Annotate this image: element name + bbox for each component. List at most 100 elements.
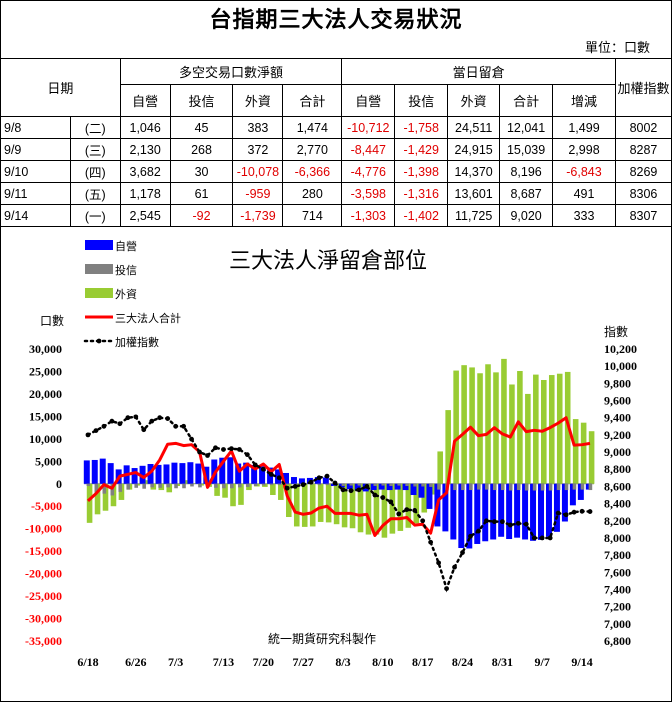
bar-dealer [402,483,409,491]
bar-trust [485,483,489,490]
table-cell: 383 [232,116,284,139]
bar-dealer [235,463,242,484]
bar-trust [532,483,537,491]
y2-tick-label: 6,800 [604,634,631,648]
x-tick-label: 8/31 [492,655,513,669]
index-point [372,492,378,498]
bar-dealer [187,462,194,484]
y2-tick-label: 8,000 [604,531,631,545]
bar-trust [508,483,513,491]
index-point [420,518,426,524]
bar-trust [198,483,202,488]
bar-trust [413,483,417,487]
bar-dealer [290,477,297,484]
index-point [484,518,489,524]
bar-trust [317,483,322,486]
bar-foreign [214,483,220,496]
index-point [284,485,290,491]
index-point [276,475,282,481]
y2-tick-label: 8,600 [604,479,631,493]
bar-trust [461,483,465,491]
bar-dealer [322,477,329,484]
index-point [213,445,218,451]
table-cell: 2,545 [119,204,171,227]
bar-trust [492,483,497,491]
bar-foreign [349,483,356,529]
y-tick-label: 30,000 [29,342,62,356]
left-axis-label: 口數 [40,314,64,328]
index-point [515,520,521,526]
index-point [539,535,545,541]
legend-swatch [85,240,113,250]
legend-label: 自營 [115,240,137,253]
index-point [189,436,194,442]
bar-dealer [442,483,449,532]
right-axis-label: 指數 [604,324,628,339]
y2-tick-label: 8,200 [604,514,631,528]
bar-foreign [469,367,475,484]
index-point [221,447,226,452]
bar-dealer [251,464,258,484]
bar-trust [453,483,457,491]
unit-label: 單位：口數 [584,41,650,56]
bar-dealer [259,466,266,484]
y2-tick-label: 7,800 [604,548,631,562]
bar-foreign [317,483,324,522]
bar-trust [437,483,441,490]
bar-dealer [354,483,361,491]
index-point [229,446,234,452]
index-point [85,432,91,438]
index-point [340,487,346,493]
index-point [563,512,569,518]
bar-dealer [561,483,568,522]
bar-foreign [341,483,348,528]
bar-foreign [293,483,300,527]
bar-trust [389,483,393,487]
x-tick-label: 7/13 [213,655,234,669]
y-tick-label: 25,000 [29,364,62,378]
bar-trust [572,483,577,490]
index-point [205,453,210,458]
table-cell: -1,316 [394,182,449,205]
total-line [86,416,591,537]
table-cell: 15,039 [499,138,554,161]
bar-dealer [227,457,234,484]
y-tick-label: 20,000 [29,387,62,401]
y-tick-label: -15,000 [25,544,62,558]
bar-foreign [548,375,555,484]
index-point [412,508,418,513]
bar-trust [94,483,99,494]
sub-header: 自營 [341,84,396,117]
legend-marker [96,338,102,344]
y-tick-label: -30,000 [25,612,62,626]
bar-dealer [426,483,433,509]
bar-trust [341,483,346,487]
date-header: 日期 [0,58,121,117]
bar-trust [214,483,218,488]
bar-dealer [418,483,425,498]
index-point [260,466,266,472]
bar-foreign [477,373,483,484]
bar-dealer [410,483,417,495]
table-cell: 2,130 [119,138,171,161]
row-weekday: (二) [69,116,121,139]
index-point [181,423,187,429]
bar-trust [222,483,226,489]
x-tick-label: 7/27 [292,655,313,669]
index-point [380,495,386,500]
bar-foreign [365,483,372,535]
bar-trust [261,483,266,486]
index-point [499,519,505,525]
bar-trust [150,483,154,488]
index-point [308,479,314,485]
row-weekday: (三) [69,138,121,161]
bar-foreign [445,410,451,484]
watermark: 統一期貨研究科製作 [268,631,376,646]
bar-foreign [517,371,523,484]
index-point [165,416,171,421]
table-cell: -1,739 [232,204,284,227]
y-tick-label: -35,000 [25,634,62,648]
bar-dealer [99,458,106,484]
bar-dealer [83,460,90,484]
bar-foreign [405,483,412,528]
